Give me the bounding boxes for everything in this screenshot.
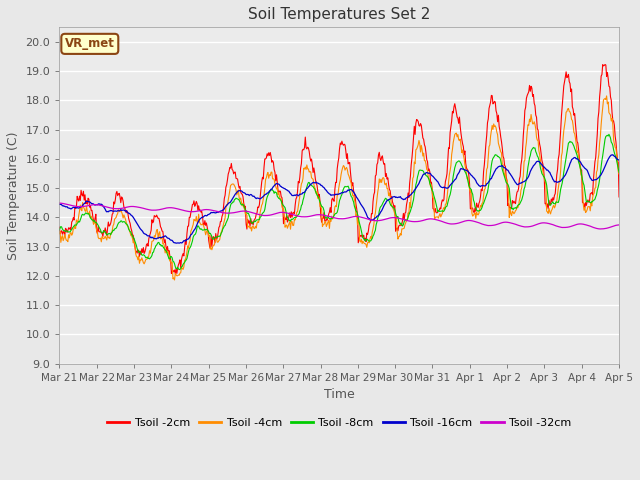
Tsoil -2cm	[615, 194, 623, 200]
Tsoil -16cm	[424, 170, 432, 176]
Tsoil -8cm	[615, 169, 623, 175]
X-axis label: Time: Time	[324, 388, 355, 401]
Tsoil -8cm	[65, 229, 73, 235]
Title: Soil Temperatures Set 2: Soil Temperatures Set 2	[248, 7, 430, 22]
Tsoil -2cm	[601, 61, 609, 67]
Tsoil -16cm	[609, 152, 617, 157]
Tsoil -8cm	[175, 267, 183, 273]
Text: VR_met: VR_met	[65, 37, 115, 50]
Tsoil -32cm	[180, 207, 188, 213]
Tsoil -32cm	[407, 218, 415, 224]
Tsoil -4cm	[65, 235, 73, 241]
Tsoil -8cm	[211, 236, 218, 241]
Tsoil -16cm	[211, 210, 218, 216]
Line: Tsoil -32cm: Tsoil -32cm	[60, 203, 619, 229]
Tsoil -2cm	[56, 224, 63, 230]
Tsoil -4cm	[171, 277, 179, 283]
Tsoil -16cm	[180, 238, 188, 243]
Tsoil -2cm	[123, 208, 131, 214]
Tsoil -16cm	[615, 157, 623, 163]
Tsoil -8cm	[56, 227, 63, 233]
Tsoil -2cm	[180, 245, 188, 251]
Tsoil -2cm	[65, 226, 73, 232]
Tsoil -8cm	[408, 204, 416, 209]
Tsoil -2cm	[424, 168, 432, 173]
Tsoil -32cm	[424, 216, 431, 222]
Line: Tsoil -4cm: Tsoil -4cm	[60, 96, 619, 280]
Tsoil -16cm	[65, 205, 73, 211]
Tsoil -32cm	[615, 222, 623, 228]
Tsoil -16cm	[123, 209, 131, 215]
Tsoil -32cm	[123, 204, 131, 210]
Tsoil -8cm	[424, 175, 432, 181]
Tsoil -32cm	[65, 202, 73, 208]
Legend: Tsoil -2cm, Tsoil -4cm, Tsoil -8cm, Tsoil -16cm, Tsoil -32cm: Tsoil -2cm, Tsoil -4cm, Tsoil -8cm, Tsoi…	[102, 413, 576, 432]
Tsoil -16cm	[172, 240, 180, 246]
Tsoil -4cm	[180, 257, 188, 263]
Tsoil -8cm	[180, 260, 188, 265]
Tsoil -4cm	[615, 171, 623, 177]
Tsoil -32cm	[596, 226, 604, 232]
Tsoil -32cm	[56, 200, 63, 206]
Tsoil -8cm	[123, 221, 131, 227]
Line: Tsoil -2cm: Tsoil -2cm	[60, 64, 619, 274]
Tsoil -4cm	[56, 231, 63, 237]
Line: Tsoil -16cm: Tsoil -16cm	[60, 155, 619, 243]
Tsoil -32cm	[209, 208, 217, 214]
Tsoil -4cm	[123, 222, 131, 228]
Tsoil -4cm	[211, 242, 218, 248]
Tsoil -16cm	[56, 202, 63, 207]
Tsoil -4cm	[408, 187, 416, 193]
Tsoil -2cm	[211, 235, 218, 241]
Tsoil -2cm	[172, 271, 179, 276]
Tsoil -8cm	[605, 132, 612, 137]
Tsoil -2cm	[408, 155, 416, 161]
Line: Tsoil -8cm: Tsoil -8cm	[60, 134, 619, 270]
Y-axis label: Soil Temperature (C): Soil Temperature (C)	[7, 131, 20, 260]
Tsoil -4cm	[424, 175, 432, 180]
Tsoil -16cm	[408, 190, 416, 196]
Tsoil -4cm	[603, 93, 611, 99]
